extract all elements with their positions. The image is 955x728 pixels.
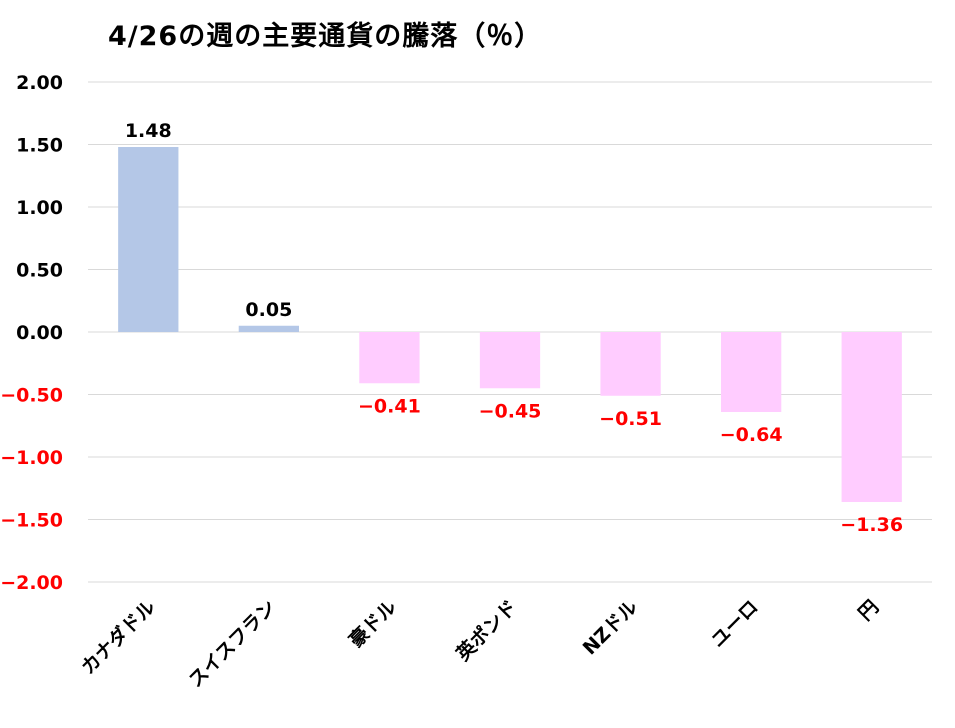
x-category-label: 豪ドル [344,595,401,652]
bar [118,147,179,332]
data-label: −0.51 [599,408,662,430]
data-label: 1.48 [125,120,172,142]
y-tick-label: 1.00 [16,197,63,219]
y-tick-label: −0.50 [0,385,63,407]
bar [359,332,420,384]
y-axis-tick-labels: 2.00 1.50 1.00 0.50 0.00 −0.50 −1.00 −1.50 −2.00 [0,72,63,594]
data-label: −0.64 [720,424,783,446]
y-tick-label: 0.00 [16,322,63,344]
data-label: −0.45 [479,400,542,422]
bars [118,147,902,502]
x-category-label: 円 [854,596,883,625]
x-category-label: 英ポンド [452,595,522,665]
y-tick-label: −1.00 [0,447,63,469]
bar [721,332,782,412]
x-category-label: ユーロ [707,596,763,652]
data-labels: 1.48 0.05 −0.41 −0.45 −0.51 −0.64 −1.36 [125,120,903,536]
x-category-label: NZドル [579,596,642,659]
x-category-label: スイスフラン [185,596,281,692]
x-axis-category-labels: カナダドル スイスフラン 豪ドル 英ポンド NZドル ユーロ 円 [76,595,883,691]
y-tick-label: 0.50 [16,260,63,282]
bar [238,325,299,332]
chart-title: 4/26の週の主要通貨の騰落（％） [108,21,543,52]
y-tick-label: 1.50 [16,135,63,157]
y-tick-label: −2.00 [0,572,63,594]
data-label: −1.36 [840,514,903,536]
bar [600,332,661,396]
bar [479,332,541,389]
x-category-label: カナダドル [76,595,159,678]
gridlines [88,81,932,583]
y-tick-label: 2.00 [16,72,63,94]
data-label: 0.05 [245,299,292,321]
data-label: −0.41 [358,395,421,417]
y-tick-label: −1.50 [0,510,63,532]
bar [841,332,902,502]
